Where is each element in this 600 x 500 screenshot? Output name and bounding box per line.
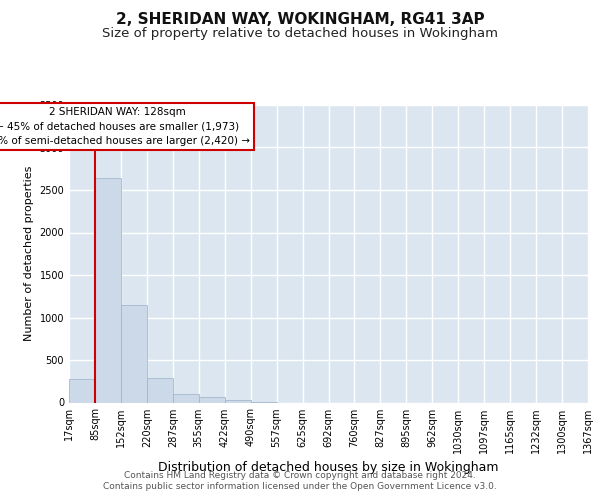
Bar [173, 394, 199, 402]
Bar [199, 398, 224, 402]
Bar [225, 400, 251, 402]
Bar [69, 378, 95, 402]
Text: 2 SHERIDAN WAY: 128sqm
← 45% of detached houses are smaller (1,973)
55% of semi-: 2 SHERIDAN WAY: 128sqm ← 45% of detached… [0, 106, 250, 146]
Bar [121, 304, 147, 402]
Y-axis label: Number of detached properties: Number of detached properties [24, 166, 34, 342]
Bar [147, 378, 173, 402]
Text: Contains public sector information licensed under the Open Government Licence v3: Contains public sector information licen… [103, 482, 497, 491]
Text: 2, SHERIDAN WAY, WOKINGHAM, RG41 3AP: 2, SHERIDAN WAY, WOKINGHAM, RG41 3AP [116, 12, 484, 28]
Bar [95, 178, 121, 402]
Text: Contains HM Land Registry data © Crown copyright and database right 2024.: Contains HM Land Registry data © Crown c… [124, 471, 476, 480]
Text: Size of property relative to detached houses in Wokingham: Size of property relative to detached ho… [102, 28, 498, 40]
X-axis label: Distribution of detached houses by size in Wokingham: Distribution of detached houses by size … [158, 461, 499, 474]
